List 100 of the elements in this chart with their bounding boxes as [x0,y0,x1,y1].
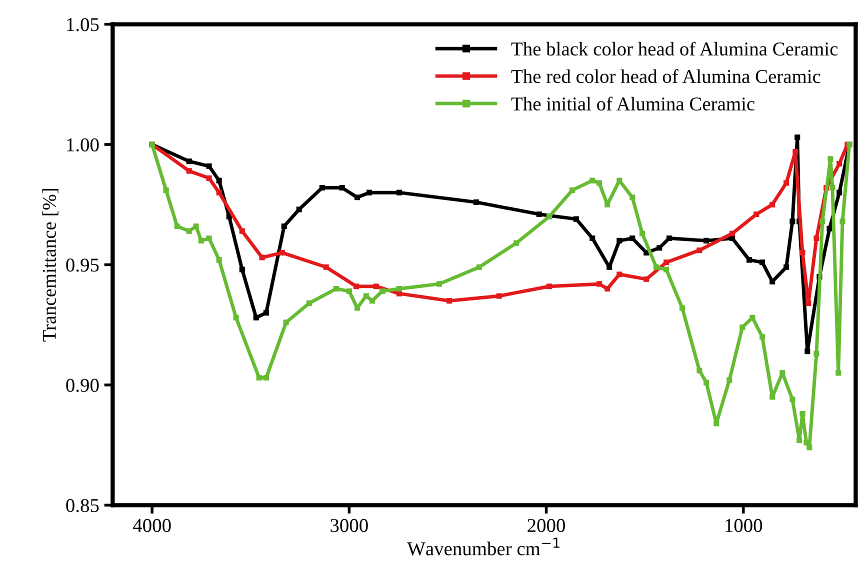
point [296,206,302,212]
point [696,248,702,254]
point [193,223,199,230]
point [396,190,402,196]
point [281,223,287,230]
point [206,175,212,181]
point [704,380,710,386]
point [630,235,636,242]
point [679,305,686,311]
point [206,235,212,242]
point [596,281,602,287]
point [216,178,222,184]
point [780,370,786,376]
point [639,230,646,236]
point [206,163,212,169]
y-tick-label: 0.90 [66,378,99,392]
point [226,214,232,220]
point [656,245,662,251]
point [644,276,650,282]
point [596,180,602,186]
point [369,298,376,304]
point [836,370,842,376]
point [806,300,812,306]
point [653,264,660,270]
point [726,377,732,383]
point [784,264,790,270]
point [760,260,766,266]
point [730,230,736,236]
point [666,235,672,242]
point [830,185,836,191]
point [604,202,610,208]
point [792,148,798,154]
point [174,223,180,230]
point [380,288,386,294]
point [323,264,329,270]
point [474,199,480,205]
legend-label: The black color head of Alumina Ceramic [511,42,838,56]
point [840,218,846,224]
point [346,288,352,294]
point [828,156,834,162]
point [806,444,812,450]
point [496,293,502,299]
y-tick-label: 1.00 [67,138,99,152]
point [590,178,596,184]
point [239,228,245,234]
point [664,266,670,272]
point [750,314,756,320]
point [836,160,842,167]
point [770,394,776,400]
point [354,305,360,311]
point [770,202,776,208]
point [796,437,802,444]
point [319,185,325,191]
point [259,254,265,260]
point [283,320,289,326]
point [790,218,796,224]
x-tick-label: 3000 [330,518,368,532]
point [216,190,222,196]
point [814,350,820,356]
point [263,374,269,381]
point [590,235,596,242]
point [186,168,192,174]
point [746,257,752,263]
point [570,187,576,193]
point [604,286,610,292]
y-tick-label: 0.85 [66,498,99,512]
point [233,314,239,320]
point [800,411,806,417]
point [163,187,169,193]
point [186,158,192,164]
point [306,300,312,306]
point [198,238,204,244]
point [784,180,790,186]
point [279,250,285,256]
point [696,368,702,374]
point [616,238,622,244]
x-tick-label: 1000 [726,518,762,532]
point [814,235,820,242]
point [263,310,269,316]
point [546,214,552,220]
point [800,250,806,256]
point [373,284,379,290]
point [754,211,760,218]
x-axis-title: Wavenumber cm$^{−1}$ [407,538,560,556]
point [616,272,622,278]
x-tick-label: 4000 [133,518,171,532]
point [239,266,245,272]
point [704,238,710,244]
point [714,420,720,426]
point [826,226,832,232]
point [333,286,339,292]
point [514,240,520,246]
legend-label: The red color head of Alumina Ceramic [511,69,820,84]
point [794,134,800,140]
y-axis-title: Trancemittance [%] [42,189,58,342]
point [644,250,650,256]
point [353,284,360,290]
point [804,348,810,354]
point [760,334,766,340]
legend-label: The initial of Alumina Ceramic [511,96,754,111]
